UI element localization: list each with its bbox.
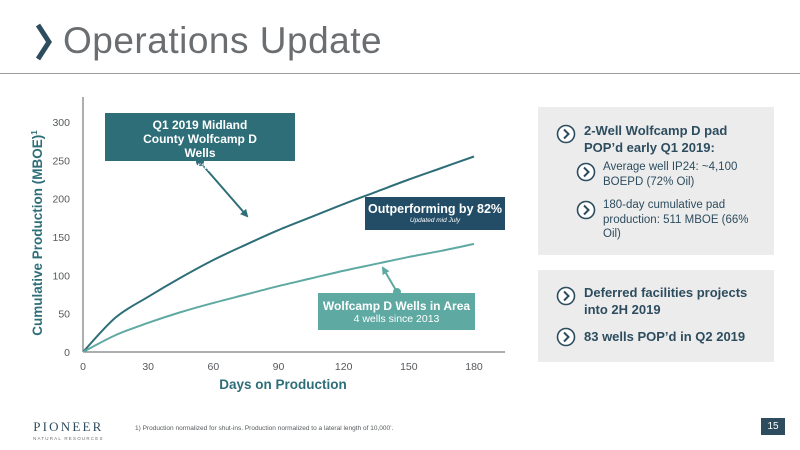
callout-q1-arrow (199, 161, 249, 218)
panel-sub-text-2: 180-day cumulative pad production: 511 M… (603, 199, 749, 240)
callout-outperforming-title: Outperforming by 82% (367, 202, 503, 216)
callout-area-title: Wolfcamp D Wells in Area (322, 299, 471, 313)
y-tick-label: 300 (52, 117, 70, 129)
page-title: Operations Update (63, 20, 383, 61)
highlights-panel (538, 107, 774, 255)
series-line-area-wells (82, 242, 475, 353)
panel-main-text: 2-Well Wolfcamp D pad POP’d early Q1 201… (584, 123, 728, 155)
callout-area-wells: Wolfcamp D Wells in Area 4 wells since 2… (318, 293, 475, 330)
page-number: 15 (761, 418, 785, 435)
x-tick-label: 30 (142, 361, 154, 373)
y-tick-label: 200 (52, 194, 70, 206)
x-tick-label: 150 (400, 361, 418, 373)
y-axis-label: Cumulative Production (MBOE)1 (30, 130, 45, 336)
title-chevron-icon (35, 23, 52, 61)
y-tick-label: 250 (52, 155, 70, 167)
panel-bottom-bullet-1: Deferred facilities projects into 2H 201… (556, 284, 766, 318)
updates-panel (538, 270, 774, 362)
callout-q1-subtitle: 2-well pad average production (129, 160, 271, 172)
panel-sub-text-1: Average well IP24: ~4,100 BOEPD (72% Oil… (603, 161, 738, 188)
panel-sub-bullet-1: Average well IP24: ~4,100 BOEPD (72% Oil… (576, 160, 766, 189)
chevron-circle-icon (556, 124, 576, 144)
x-tick-label: 0 (80, 361, 86, 373)
pioneer-logo: PIONEER NATURAL RESOURCES (33, 419, 104, 441)
x-axis-label: Days on Production (219, 377, 347, 392)
chevron-circle-icon (576, 162, 596, 182)
panel-bottom-text-1: Deferred facilities projects into 2H 201… (584, 285, 748, 317)
title-divider (0, 73, 800, 74)
chevron-circle-icon (556, 327, 576, 347)
footnote: 1) Production normalized for shut-ins. P… (135, 425, 394, 432)
panel-bottom-bullet-2: 83 wells POP’d in Q2 2019 (556, 327, 766, 347)
panel-main-bullet: 2-Well Wolfcamp D pad POP’d early Q1 201… (556, 122, 766, 156)
x-tick-label: 120 (335, 361, 353, 373)
panel-bottom-text-2: 83 wells POP’d in Q2 2019 (584, 329, 746, 344)
callout-area-arrow (381, 266, 398, 293)
chevron-circle-icon (556, 286, 576, 306)
y-tick-label: 50 (58, 309, 70, 321)
y-tick-label: 100 (52, 270, 70, 282)
callout-q1-2019-wells: Q1 2019 Midland County Wolfcamp D Wells … (105, 113, 295, 172)
y-tick-label: 0 (64, 347, 70, 359)
callout-outperforming-subtitle: Updated mid July (409, 217, 461, 224)
logo-tagline: NATURAL RESOURCES (33, 436, 104, 441)
panel-sub-bullet-2: 180-day cumulative pad production: 511 M… (576, 198, 766, 242)
callout-outperforming: Outperforming by 82% Updated mid July (365, 197, 505, 230)
chevron-circle-icon (576, 200, 596, 220)
y-tick-label: 150 (52, 232, 70, 244)
logo-name: PIONEER (33, 419, 104, 434)
callout-q1-title: Q1 2019 Midland County Wolfcamp D Wells (143, 118, 257, 160)
series-line-q1-2019-wells (82, 155, 475, 353)
x-tick-label: 60 (207, 361, 219, 373)
callout-area-subtitle: 4 wells since 2013 (353, 313, 440, 325)
x-tick-label: 90 (273, 361, 285, 373)
x-tick-label: 180 (465, 361, 483, 373)
